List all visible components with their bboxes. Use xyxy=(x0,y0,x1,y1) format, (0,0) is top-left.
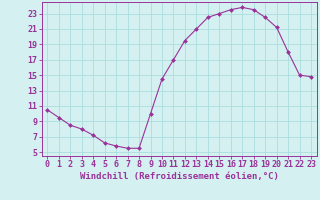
X-axis label: Windchill (Refroidissement éolien,°C): Windchill (Refroidissement éolien,°C) xyxy=(80,172,279,181)
